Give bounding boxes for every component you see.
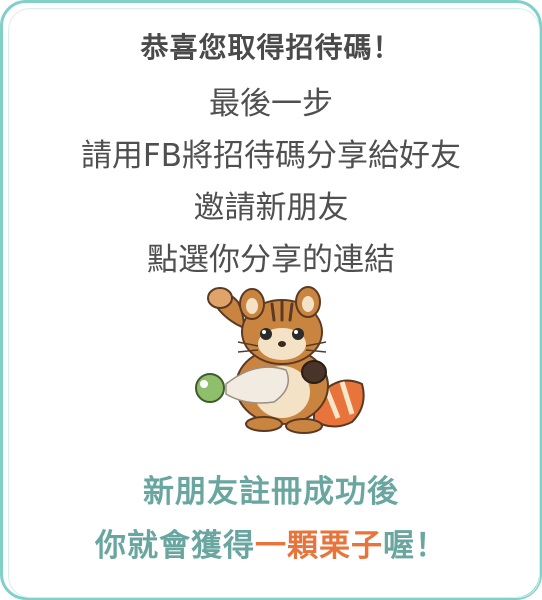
reward-message: 你就會獲得一顆栗子喔！: [0, 520, 542, 565]
reward-chestnut-highlight: 一顆栗子: [255, 528, 383, 564]
invite-card-inner-border: [8, 8, 540, 598]
reward-condition: 新朋友註冊成功後: [143, 474, 399, 510]
congrats-title: 恭喜您取得招待碼！: [140, 31, 402, 64]
step-final: 最後一步: [209, 86, 333, 122]
step-click-link: 點選你分享的連結: [147, 242, 395, 278]
squirrel-mascot-icon: [195, 286, 365, 434]
step-share-code: 請用FB將招待碼分享給好友: [80, 138, 462, 174]
reward-prefix: 你就會獲得: [95, 528, 255, 564]
step-invite-friend: 邀請新朋友: [193, 190, 349, 226]
reward-suffix: 喔！: [383, 528, 447, 564]
